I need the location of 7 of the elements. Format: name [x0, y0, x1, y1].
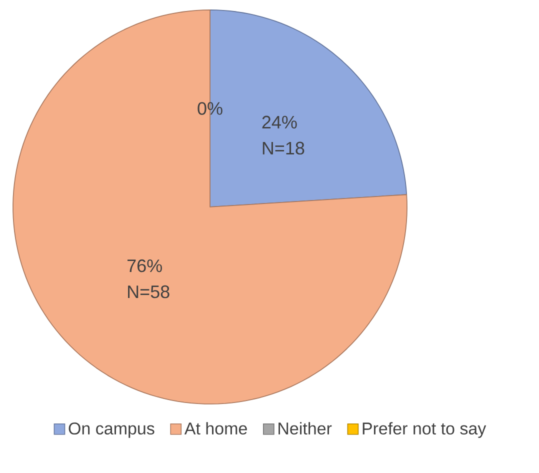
legend-label: At home [184, 422, 247, 435]
legend-label: Prefer not to say [362, 422, 486, 438]
legend-label: On campus [68, 422, 154, 438]
data-label: 76% N=58 [128, 259, 170, 298]
data-label: 24% N=18 [262, 116, 304, 155]
text: 0% [198, 102, 222, 115]
legend-label: Neither [278, 422, 332, 435]
